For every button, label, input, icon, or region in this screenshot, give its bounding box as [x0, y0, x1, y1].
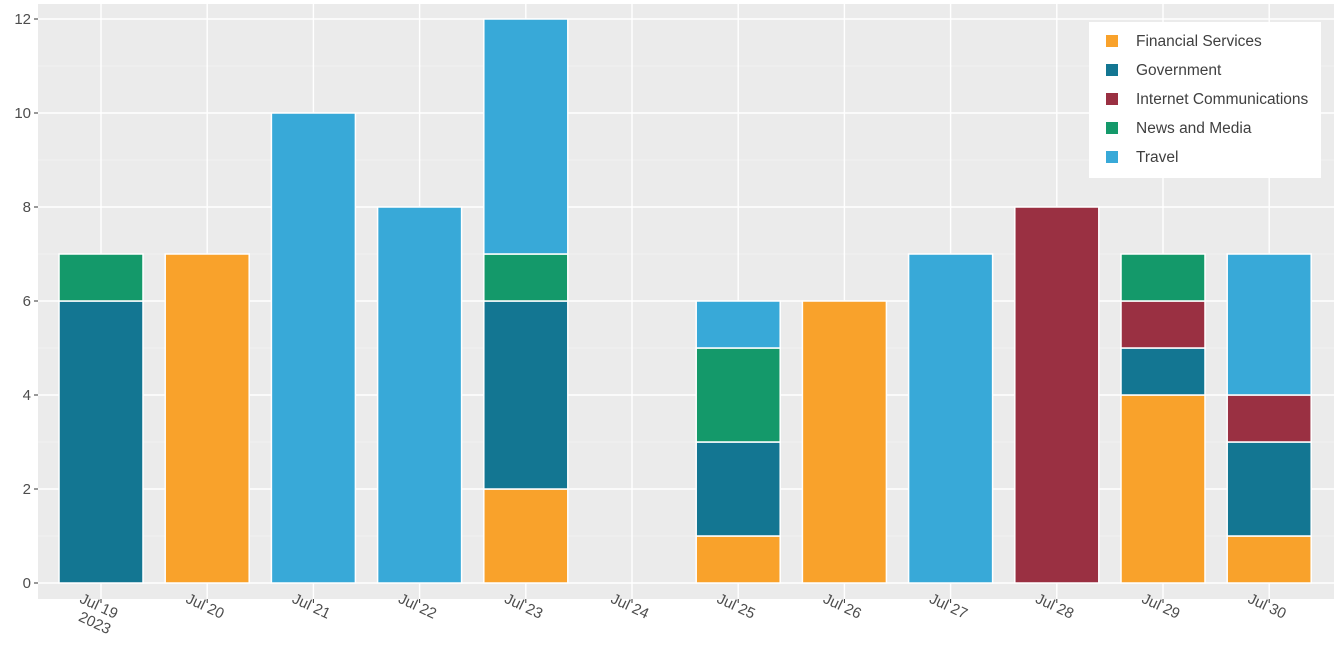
legend-swatch	[1106, 35, 1118, 47]
bar-segment	[907, 253, 994, 584]
bar-segment	[1226, 394, 1312, 443]
legend-label: Financial Services	[1136, 33, 1262, 50]
legend-swatch	[1106, 151, 1118, 163]
y-tick-label: 0	[23, 575, 31, 592]
bar-segment	[58, 253, 144, 302]
bar-segment	[801, 300, 888, 584]
bar-segment	[58, 300, 144, 584]
legend-label: Travel	[1136, 149, 1179, 166]
bar-segment	[1120, 347, 1206, 396]
y-tick-label: 4	[23, 387, 31, 404]
bar-segment	[1014, 206, 1100, 584]
bar-segment	[270, 112, 357, 584]
bar-segment	[164, 253, 250, 584]
bar-segment	[695, 535, 781, 584]
y-tick-label: 8	[23, 199, 31, 216]
y-tick-label: 2	[23, 481, 31, 498]
legend-label: Internet Communications	[1136, 91, 1309, 108]
bar-segment	[1226, 253, 1312, 396]
y-tick-label: 6	[23, 293, 31, 310]
legend-swatch	[1106, 64, 1118, 76]
bar-segment	[695, 441, 781, 537]
legend-label: Government	[1136, 62, 1222, 79]
bar-segment	[483, 488, 569, 584]
bar-segment	[1120, 394, 1206, 584]
bar-segment	[483, 18, 569, 255]
legend-swatch	[1106, 93, 1118, 105]
bar-segment	[695, 347, 781, 443]
legend-swatch	[1106, 122, 1118, 134]
bar-segment	[1226, 441, 1312, 537]
legend-box	[1089, 22, 1321, 178]
bar-segment	[1120, 300, 1206, 349]
bar-segment	[483, 253, 569, 302]
bars	[58, 18, 1312, 584]
bar-segment	[376, 206, 463, 584]
y-tick-label: 12	[14, 11, 31, 28]
bar-segment	[1226, 535, 1312, 584]
legend-label: News and Media	[1136, 120, 1252, 137]
bar-segment	[483, 300, 569, 490]
y-tick-label: 10	[14, 105, 31, 122]
legend: Financial Services Government Internet Com…	[1089, 22, 1321, 178]
bar-segment	[695, 300, 781, 349]
bar-segment	[1120, 253, 1206, 302]
